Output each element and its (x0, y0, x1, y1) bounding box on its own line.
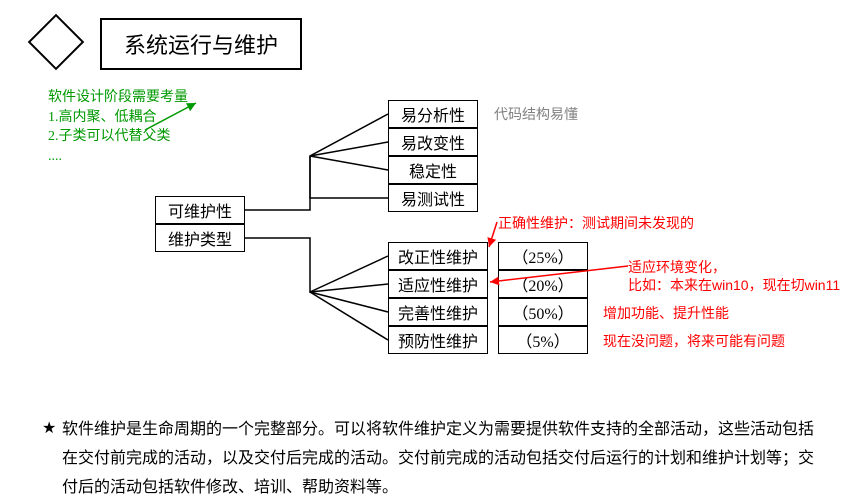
attribute-node: 稳定性 (388, 156, 478, 184)
maintainability-node: 可维护性 (155, 196, 245, 224)
attribute-node: 易改变性 (388, 128, 478, 156)
maint-type-box: 改正性维护 (388, 242, 488, 270)
maint-percent-box: （5%） (498, 326, 588, 354)
maint-percent-box: （25%） (498, 242, 588, 270)
maint-percent-box: （50%） (498, 298, 588, 326)
body-paragraph: 软件维护是生命周期的一个完整部分。可以将软件维护定义为需要提供软件支持的全部活动… (62, 416, 822, 502)
title-diamond (28, 14, 85, 71)
green-annotation: 软件设计阶段需要考量1.高内聚、低耦合2.子类可以代替父类.... (48, 88, 188, 166)
maint-type-box: 完善性维护 (388, 298, 488, 326)
green-note-line: 2.子类可以代替父类 (48, 127, 188, 147)
attribute-node: 易测试性 (388, 184, 478, 212)
red-annotation: 适应环境变化， (628, 258, 726, 276)
red-annotation: 增加功能、提升性能 (603, 304, 729, 322)
green-note-line: 软件设计阶段需要考量 (48, 88, 188, 108)
maint-type-box: 适应性维护 (388, 270, 488, 298)
red-annotation: 比如：本来在win10，现在切win11 (628, 276, 840, 294)
green-note-line: 1.高内聚、低耦合 (48, 108, 188, 128)
gray-annotation: 代码结构易懂 (494, 104, 578, 124)
red-annotation: 正确性维护：测试期间未发现的 (498, 214, 694, 232)
maint-type-box: 预防性维护 (388, 326, 488, 354)
page-title: 系统运行与维护 (100, 18, 302, 70)
red-annotation: 现在没问题，将来可能有问题 (603, 332, 785, 350)
bullet-star: ★ (42, 418, 56, 438)
maint-percent-box: （20%） (498, 270, 588, 298)
maint-type-node: 维护类型 (155, 224, 245, 252)
attribute-node: 易分析性 (388, 100, 478, 128)
green-note-line: .... (48, 147, 188, 167)
